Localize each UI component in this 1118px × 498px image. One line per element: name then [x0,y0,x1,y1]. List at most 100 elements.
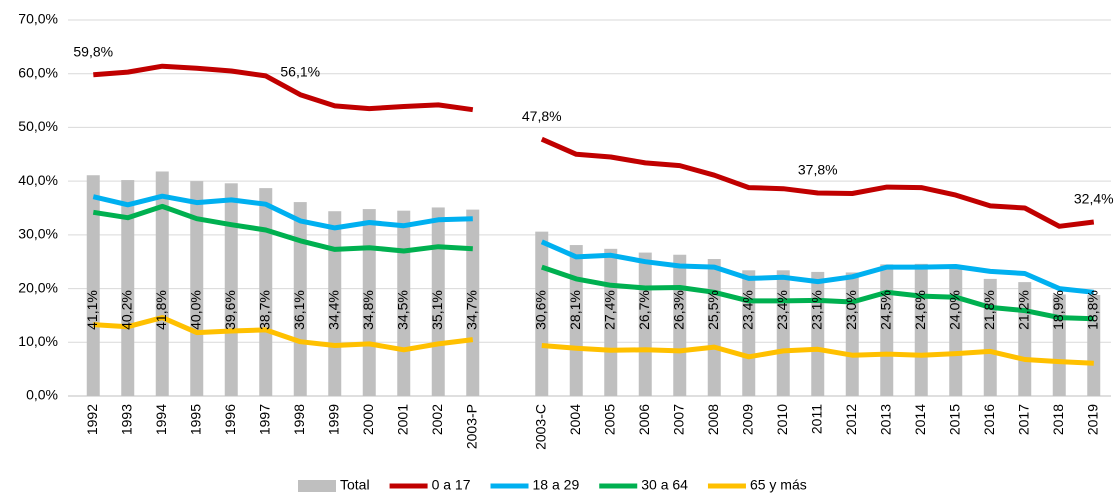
bar-value-label: 41,1% [84,290,100,330]
line-series [92,193,1095,295]
x-tick-label: 1994 [153,404,169,435]
y-tick-label: 10,0% [18,333,58,349]
bar-value-label: 34,7% [463,290,479,330]
y-tick-label: 40,0% [18,172,58,188]
y-tick-label: 20,0% [18,279,58,295]
point-value-label: 56,1% [280,63,320,79]
x-tick-label: 2010 [774,404,790,435]
point-value-label: 37,8% [798,162,838,178]
bar [466,209,480,396]
x-tick-label: 1999 [325,404,341,435]
bar [949,267,963,396]
x-tick-label: 2001 [394,404,410,435]
x-tick-label: 2014 [912,404,928,435]
x-tick-label: 2005 [601,404,617,435]
bar-value-label: 38,7% [256,290,272,330]
x-tick-label: 1998 [291,404,307,435]
line-series [93,63,1095,229]
y-tick-label: 70,0% [18,11,58,27]
legend-label: 65 y más [750,477,807,493]
x-tick-label: 2013 [877,404,893,435]
bar [431,207,445,396]
bar-value-label: 39,6% [222,290,238,330]
y-tick-label: 60,0% [18,64,58,80]
bar [880,264,894,396]
bar-value-label: 40,2% [118,290,134,330]
y-tick-label: 50,0% [18,118,58,134]
bar-value-label: 24,6% [912,290,928,330]
bar-value-label: 34,8% [360,290,376,330]
bar [155,171,169,396]
legend-label: 18 a 29 [533,477,580,493]
bar [328,211,342,396]
bar [224,183,238,396]
legend-label: 30 a 64 [641,477,688,493]
bar-value-label: 41,8% [153,290,169,330]
x-tick-label: 2007 [670,404,686,435]
x-tick-label: 2000 [360,404,376,435]
x-tick-label: 2004 [567,404,583,435]
bar-value-label: 28,1% [567,290,583,330]
bar-value-label: 23,0% [843,290,859,330]
x-tick-label: 2012 [843,404,859,435]
bar [86,175,100,396]
y-tick-label: 0,0% [26,387,58,403]
point-value-label: 32,4% [1074,191,1114,207]
x-tick-label: 1992 [84,404,100,435]
x-tick-label: 2006 [636,404,652,435]
bar-value-label: 23,1% [808,290,824,330]
bar-value-label: 18,9% [1050,290,1066,330]
x-tick-label: 1997 [256,404,272,435]
bar [121,180,135,396]
bar [742,270,756,396]
bar-value-label: 21,2% [1015,290,1031,330]
point-value-label: 59,8% [73,43,113,59]
bar-value-label: 24,5% [877,290,893,330]
bar [293,202,307,396]
x-tick-label: 1996 [222,404,238,435]
legend-label: Total [340,477,370,493]
y-tick-label: 30,0% [18,226,58,242]
bar [569,245,583,396]
x-tick-label: 2019 [1084,404,1100,435]
bar-value-label: 23,4% [739,290,755,330]
x-tick-label: 2011 [808,404,824,434]
line-series [93,315,1094,366]
bar-value-label: 18,8% [1084,290,1100,330]
bar [259,188,273,396]
legend-swatch [298,480,336,492]
x-tick-label: 1993 [118,404,134,435]
bar [362,209,376,396]
bar-value-label: 23,4% [774,290,790,330]
x-tick-label: 2016 [981,404,997,435]
x-tick-label: 2003-P [463,404,479,449]
bar-value-label: 34,4% [325,290,341,330]
bar-value-label: 34,5% [394,290,410,330]
legend-label: 0 a 17 [432,477,471,493]
x-tick-label: 2009 [739,404,755,435]
x-tick-label: 2008 [705,404,721,435]
bar-value-label: 40,0% [187,290,203,330]
x-tick-label: 2002 [429,404,445,435]
bar-value-label: 24,0% [946,290,962,330]
x-tick-label: 2015 [946,404,962,435]
bar-value-label: 26,3% [670,290,686,330]
bar-value-label: 21,8% [981,290,997,330]
bar [190,181,204,396]
point-value-label: 47,8% [522,108,562,124]
bar-value-label: 27,4% [601,290,617,330]
bar-value-label: 35,1% [429,290,445,330]
x-tick-label: 2003-C [532,404,548,450]
x-tick-label: 2018 [1050,404,1066,435]
x-tick-label: 2017 [1015,404,1031,435]
x-tick-label: 1995 [187,404,203,435]
bar-value-label: 25,5% [705,290,721,330]
bar-value-label: 36,1% [291,290,307,330]
bar-value-label: 26,7% [636,290,652,330]
line-series [92,203,1094,322]
bar-value-label: 30,6% [532,290,548,330]
bar [776,270,790,396]
bar [535,231,549,396]
